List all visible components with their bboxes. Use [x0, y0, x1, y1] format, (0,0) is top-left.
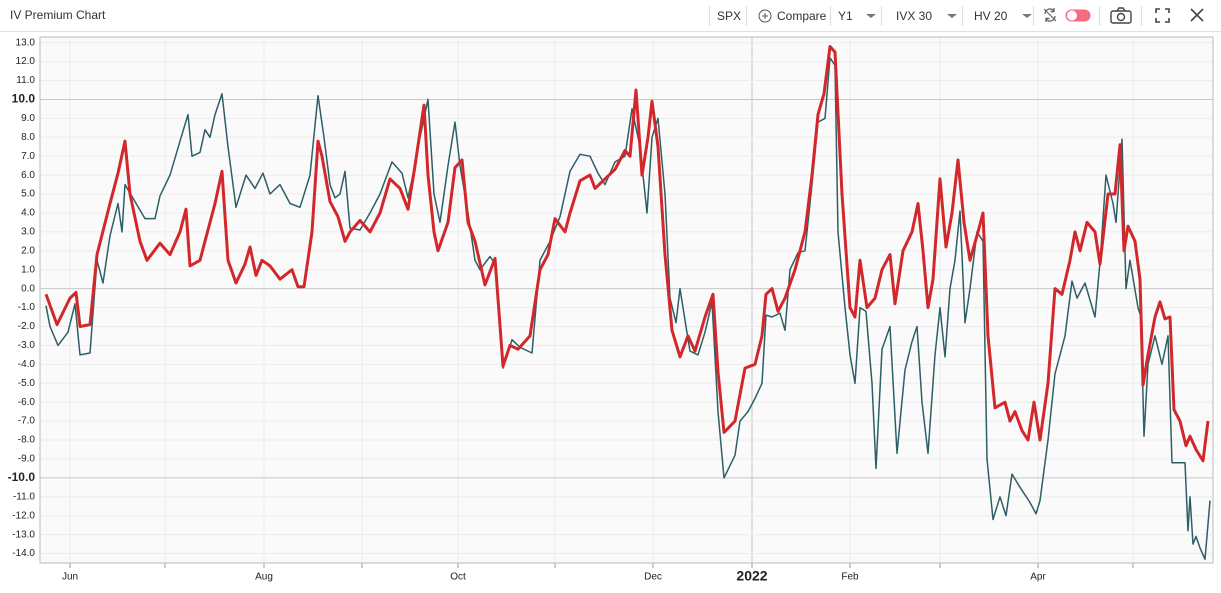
close-icon[interactable] — [1190, 8, 1204, 22]
plot-area — [40, 37, 1213, 563]
y-tick-label: 3.0 — [21, 227, 35, 238]
period-dropdown[interactable]: Y1 — [838, 0, 877, 31]
period-label: Y1 — [838, 8, 853, 23]
dropdown-arrow — [865, 13, 876, 18]
separator — [1099, 6, 1100, 26]
separator — [709, 6, 710, 26]
y-tick-label: 6.0 — [21, 170, 35, 181]
y-tick-label: -2.0 — [18, 321, 36, 332]
x-tick-label: 2022 — [736, 568, 767, 584]
separator — [881, 6, 882, 26]
y-tick-label: 5.0 — [21, 189, 35, 200]
y-tick-label: 12.0 — [16, 56, 36, 67]
y-tick-label: -5.0 — [18, 378, 36, 389]
y-tick-label: 2.0 — [21, 245, 35, 256]
plus-icon — [758, 9, 772, 22]
series-2-label: HV 20 — [974, 8, 1008, 23]
y-tick-label: -11.0 — [13, 491, 35, 502]
y-tick-label: 1.0 — [21, 264, 35, 275]
y-tick-label: 11.0 — [16, 75, 35, 86]
y-tick-label: -6.0 — [18, 397, 36, 408]
series-1-dropdown[interactable]: IVX 30 — [896, 0, 958, 31]
y-tick-label: 10.0 — [12, 92, 36, 106]
y-tick-label: -9.0 — [18, 454, 36, 465]
fullscreen-icon[interactable] — [1155, 8, 1170, 23]
plot-frame — [39, 36, 1214, 564]
series-2-dropdown[interactable]: HV 20 — [974, 0, 1033, 31]
separator — [830, 6, 831, 26]
x-tick-label: Apr — [1030, 572, 1046, 583]
y-tick-label: -7.0 — [18, 416, 36, 427]
sync-icon[interactable] — [1042, 7, 1058, 23]
chart-title: IV Premium Chart — [10, 8, 106, 22]
compare-button[interactable]: Compare — [757, 0, 826, 31]
y-tick-label: -10.0 — [8, 470, 36, 484]
x-tick-label: Jun — [62, 572, 78, 583]
series-line — [45, 57, 1211, 560]
compare-label: Compare — [777, 8, 827, 23]
y-tick-label: 7.0 — [21, 151, 35, 162]
x-tick-label: Feb — [841, 572, 859, 583]
y-tick-label: 13.0 — [16, 37, 36, 48]
series-1-label: IVX 30 — [896, 8, 933, 23]
y-tick-label: 4.0 — [21, 208, 35, 219]
x-tick-label: Dec — [644, 572, 662, 583]
separator — [962, 6, 963, 26]
y-tick-label: -1.0 — [18, 302, 36, 313]
y-tick-label: 9.0 — [21, 113, 35, 124]
separator — [1141, 6, 1142, 26]
y-tick-label: -4.0 — [18, 359, 36, 370]
x-tick-label: Oct — [450, 572, 466, 583]
dropdown-arrow — [947, 13, 958, 18]
y-tick-label: 0.0 — [21, 283, 35, 294]
toolbar: IV Premium Chart SPX Compare Y1 IVX 30 H… — [0, 0, 1221, 32]
y-tick-label: -14.0 — [12, 548, 35, 559]
separator — [746, 6, 747, 26]
toggle[interactable] — [1065, 9, 1091, 22]
series-line — [44, 45, 1210, 463]
x-tick-label: Aug — [255, 572, 273, 583]
y-tick-label: 8.0 — [21, 132, 35, 143]
symbol-button[interactable]: SPX — [717, 8, 742, 23]
y-tick-label: -13.0 — [12, 529, 35, 540]
dropdown-arrow — [1022, 13, 1033, 18]
camera-icon[interactable] — [1110, 7, 1132, 24]
y-tick-label: -12.0 — [12, 510, 35, 521]
y-tick-label: -3.0 — [18, 340, 36, 351]
y-tick-label: -8.0 — [18, 435, 36, 446]
separator — [1033, 6, 1034, 26]
